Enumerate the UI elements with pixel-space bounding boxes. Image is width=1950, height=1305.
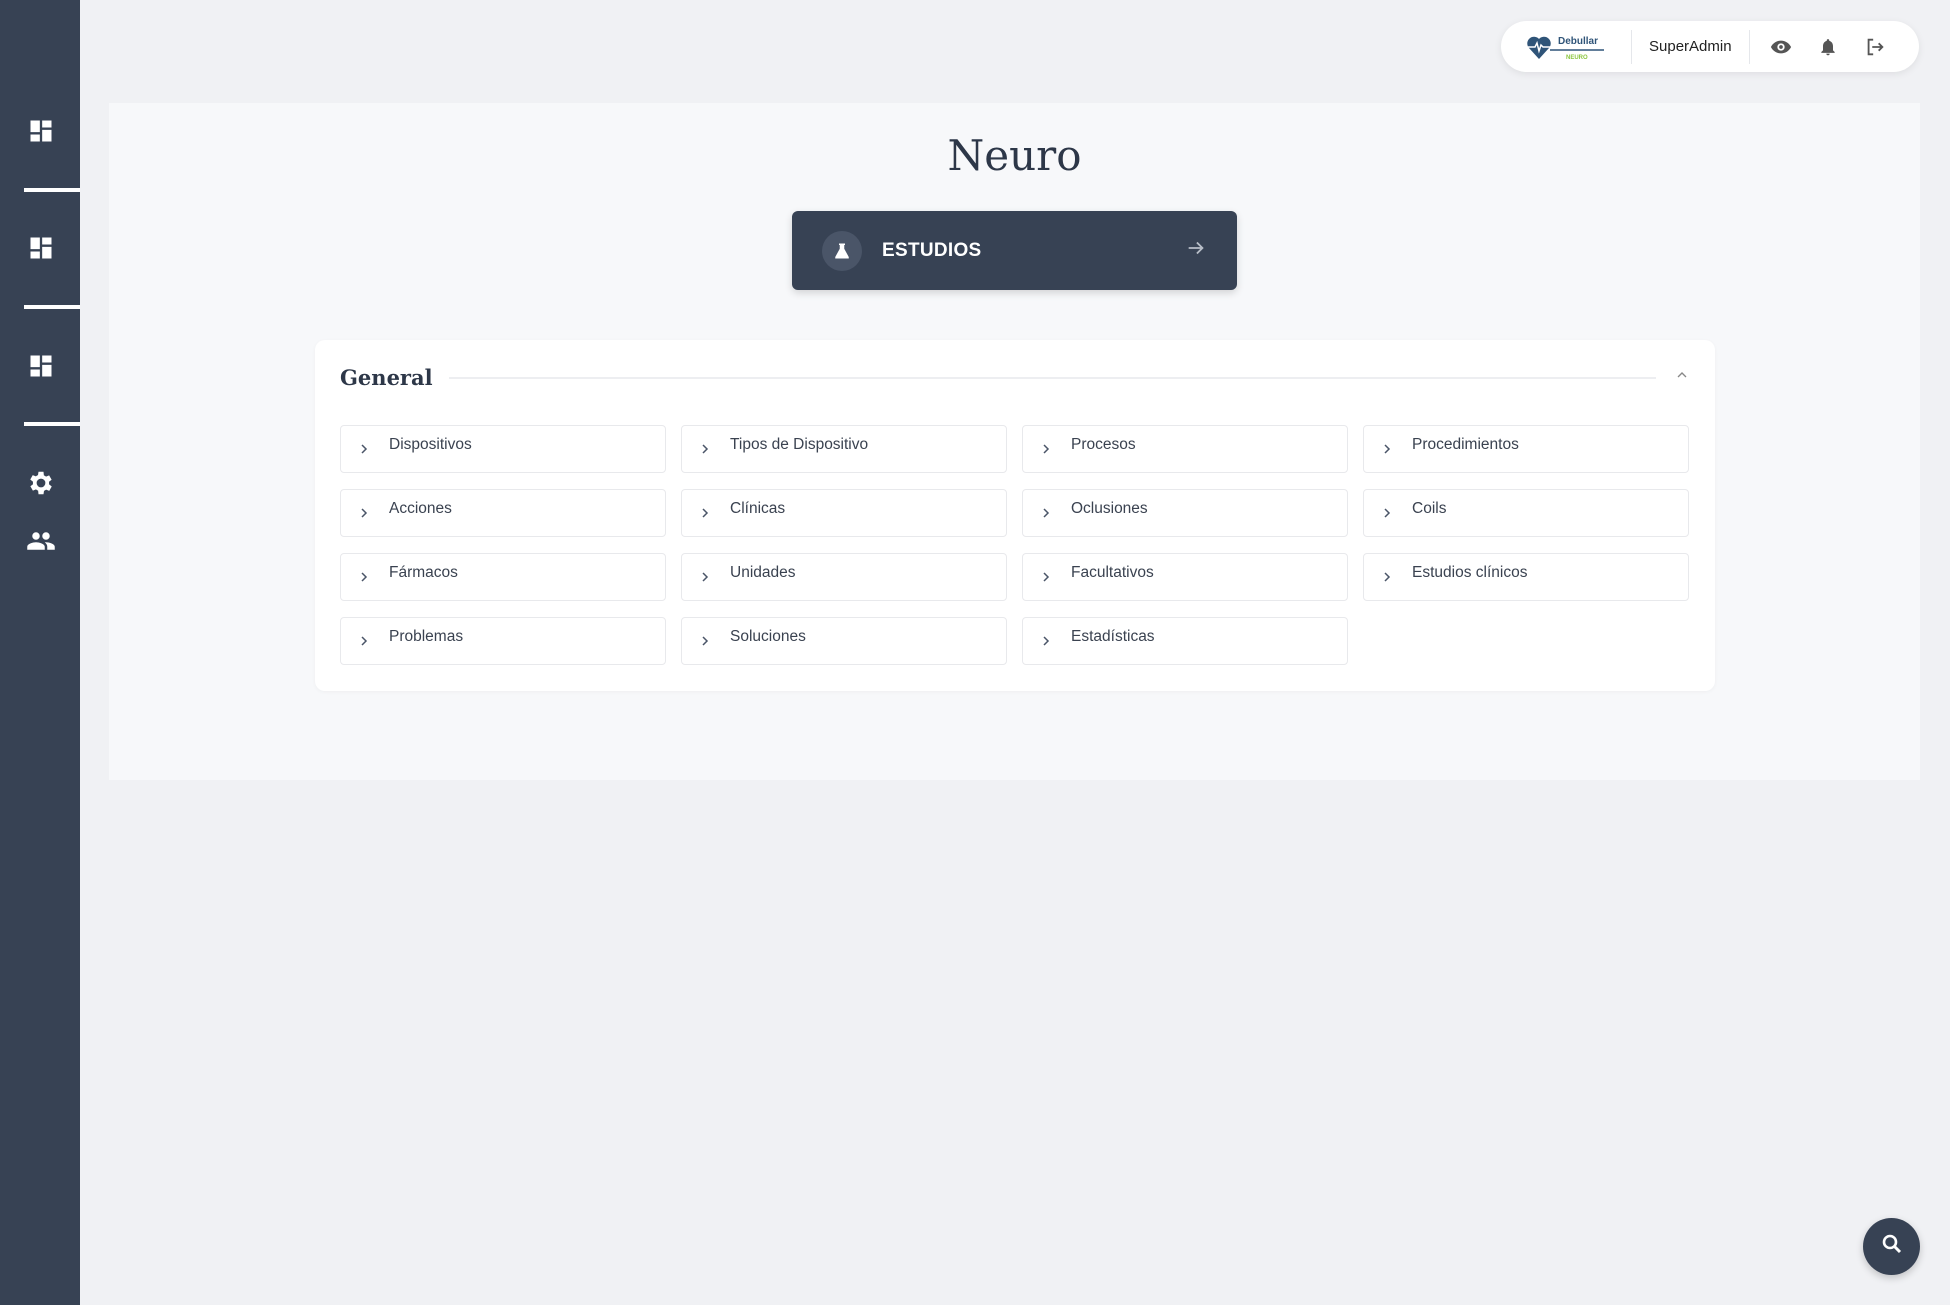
list-item-label: Unidades — [730, 564, 796, 581]
chevron-right-icon — [1382, 570, 1396, 586]
dashboard-icon[interactable] — [26, 351, 56, 381]
logo[interactable]: Debullar NEURO — [1501, 32, 1631, 62]
list-item-label: Procesos — [1071, 436, 1136, 453]
list-item-label: Tipos de Dispositivo — [730, 436, 869, 453]
list-item[interactable]: Procesos — [1022, 425, 1348, 473]
estudios-button[interactable]: ESTUDIOS — [792, 211, 1237, 290]
list-item-label: Dispositivos — [389, 436, 472, 453]
chevron-right-icon — [1041, 634, 1055, 650]
chevron-right-icon — [700, 506, 714, 522]
list-item-label: Estadísticas — [1071, 628, 1155, 645]
flask-icon — [822, 230, 862, 271]
list-item-label: Acciones — [389, 500, 452, 517]
list-item[interactable]: Facultativos — [1022, 553, 1348, 601]
eye-icon[interactable] — [1758, 36, 1805, 58]
sidebar — [0, 0, 80, 1305]
chevron-right-icon — [1382, 506, 1396, 522]
chevron-right-icon — [1041, 442, 1055, 458]
list-item-label: Facultativos — [1071, 564, 1154, 581]
search-button[interactable] — [1863, 1218, 1920, 1275]
users-icon[interactable] — [26, 526, 56, 556]
chevron-right-icon — [1041, 506, 1055, 522]
chevron-up-icon[interactable] — [1674, 367, 1690, 388]
page-title: Neuro — [947, 131, 1082, 180]
list-item[interactable]: Oclusiones — [1022, 489, 1348, 537]
list-item-label: Oclusiones — [1071, 500, 1148, 517]
list-item-label: Procedimientos — [1412, 436, 1519, 453]
dashboard-icon[interactable] — [26, 116, 56, 146]
divider — [448, 376, 1656, 379]
chevron-right-icon — [359, 634, 373, 650]
list-item[interactable]: Tipos de Dispositivo — [681, 425, 1007, 473]
list-item[interactable]: Estudios clínicos — [1363, 553, 1689, 601]
list-item[interactable]: Acciones — [340, 489, 666, 537]
sidebar-divider — [24, 422, 80, 426]
list-item-label: Soluciones — [730, 628, 806, 645]
svg-text:Debullar: Debullar — [1558, 36, 1598, 47]
list-item[interactable]: Clínicas — [681, 489, 1007, 537]
chevron-right-icon — [1041, 570, 1055, 586]
chevron-right-icon — [359, 506, 373, 522]
list-item[interactable]: Fármacos — [340, 553, 666, 601]
list-item[interactable]: Problemas — [340, 617, 666, 665]
list-item[interactable]: Unidades — [681, 553, 1007, 601]
chevron-right-icon — [359, 570, 373, 586]
list-item[interactable]: Coils — [1363, 489, 1689, 537]
list-item-label: Estudios clínicos — [1412, 564, 1528, 581]
estudios-label: ESTUDIOS — [882, 239, 982, 261]
gear-icon[interactable] — [26, 468, 56, 498]
divider — [1748, 29, 1750, 64]
username[interactable]: SuperAdmin — [1649, 38, 1732, 55]
chevron-right-icon — [700, 634, 714, 650]
list-item-label: Fármacos — [389, 564, 458, 581]
chevron-right-icon — [1382, 442, 1396, 458]
sidebar-divider — [24, 305, 80, 309]
top-bar: Debullar NEURO SuperAdmin — [1501, 21, 1919, 72]
dashboard-icon[interactable] — [26, 233, 56, 263]
main-panel: Neuro ESTUDIOS General Dispositivos Tipos… — [109, 103, 1920, 780]
list-item[interactable]: Soluciones — [681, 617, 1007, 665]
section-items: Dispositivos Tipos de Dispositivo Procesos… — [340, 425, 1689, 665]
sidebar-divider — [24, 188, 80, 192]
list-item-label: Clínicas — [730, 500, 786, 517]
general-section: General Dispositivos Tipos de Dispositivo… — [315, 340, 1715, 691]
list-item[interactable]: Estadísticas — [1022, 617, 1348, 665]
list-item-label: Problemas — [389, 628, 464, 645]
chevron-right-icon — [700, 570, 714, 586]
chevron-right-icon — [700, 442, 714, 458]
bell-icon[interactable] — [1805, 36, 1852, 58]
arrow-right-icon — [1185, 237, 1207, 264]
divider — [1631, 29, 1632, 64]
list-item-label: Coils — [1412, 500, 1447, 517]
search-icon — [1880, 1232, 1904, 1261]
svg-text:NEURO: NEURO — [1566, 55, 1588, 61]
chevron-right-icon — [359, 442, 373, 458]
list-item[interactable]: Procedimientos — [1363, 425, 1689, 473]
list-item[interactable]: Dispositivos — [340, 425, 666, 473]
logout-icon[interactable] — [1852, 36, 1899, 58]
section-title: General — [340, 365, 433, 390]
